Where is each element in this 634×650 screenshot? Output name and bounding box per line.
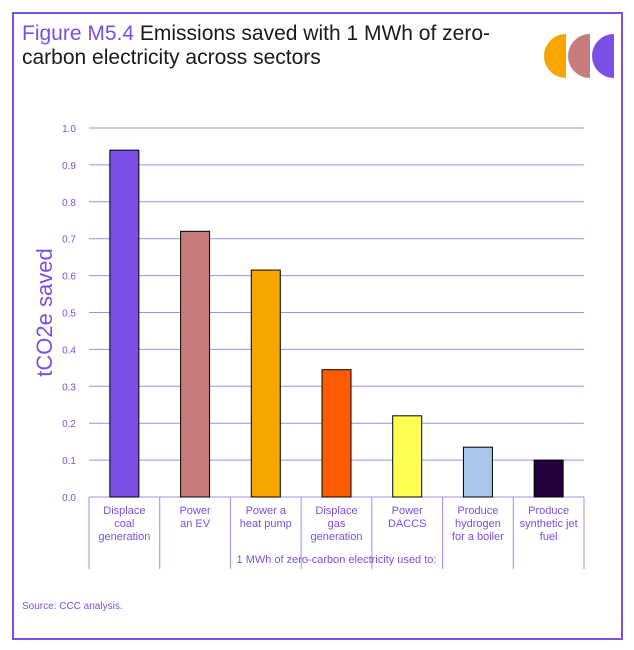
category-label: Produce synthetic jet fuel xyxy=(520,505,578,543)
category-label-line: generation xyxy=(311,531,363,543)
bar xyxy=(180,230,211,498)
bar xyxy=(250,269,281,498)
category-label: Displace coal generation xyxy=(98,505,150,543)
figure-title: Figure M5.4 Emissions saved with 1 MWh o… xyxy=(22,22,522,70)
y-tick-label: 0.9 xyxy=(62,161,76,172)
category-label-line: synthetic jet xyxy=(520,518,578,530)
category-label: Power a heat pump xyxy=(240,505,292,530)
ccc-logo-icon xyxy=(544,34,614,78)
bar xyxy=(392,415,423,498)
bar xyxy=(109,149,140,498)
y-tick-label: 0.1 xyxy=(62,456,76,467)
y-tick-label: 0.5 xyxy=(62,309,76,320)
category-label-line: Produce xyxy=(528,505,569,517)
category-label-line: generation xyxy=(98,531,150,543)
bar xyxy=(321,369,352,498)
figure-frame: Figure M5.4 Emissions saved with 1 MWh o… xyxy=(12,12,623,640)
logo-purple-shape xyxy=(592,34,614,78)
source-note: Source: CCC analysis. xyxy=(22,601,123,612)
logo-orange-shape xyxy=(544,34,566,78)
category-label-line: gas xyxy=(328,518,346,530)
category-label-line: for a boiler xyxy=(452,531,504,543)
category-label-line: coal xyxy=(114,518,134,530)
category-label: Produce hydrogen for a boiler xyxy=(452,505,504,543)
x-axis-title: 1 MWh of zero-carbon electricity used to… xyxy=(237,554,437,566)
y-tick-label: 0.8 xyxy=(62,198,76,209)
y-tick-label: 1.0 xyxy=(62,124,76,135)
category-label: Power DACCS xyxy=(388,505,427,530)
category-label-line: Power a xyxy=(246,505,287,517)
bar-chart: 0.0 0.1 0.2 0.3 0.4 0.5 0.6 0.7 0.8 0.9 1.0 tCO2e s… xyxy=(32,124,585,569)
category-label-line: an EV xyxy=(180,518,211,530)
y-tick-label: 0.0 xyxy=(62,493,76,504)
category-label-line: Power xyxy=(179,505,211,517)
bar xyxy=(462,446,493,498)
category-label-line: heat pump xyxy=(240,518,292,530)
category-label-line: Produce xyxy=(457,505,498,517)
y-tick-label: 0.7 xyxy=(62,235,76,246)
y-tick-label: 0.2 xyxy=(62,419,76,430)
y-tick-label: 0.6 xyxy=(62,272,76,283)
category-label-line: Displace xyxy=(103,505,145,517)
category-label-line: fuel xyxy=(540,531,558,543)
figure-label: Figure M5.4 xyxy=(22,22,135,45)
category-label: Power an EV xyxy=(179,505,211,530)
category-label-line: Displace xyxy=(315,505,357,517)
y-tick-label: 0.3 xyxy=(62,382,76,393)
figure-title-text: Emissions saved with 1 MWh of zero-carbo… xyxy=(22,22,490,69)
logo-rose-shape xyxy=(568,34,590,78)
bar xyxy=(533,459,564,498)
y-tick-label: 0.4 xyxy=(62,345,76,356)
y-axis-title: tCO2e saved xyxy=(32,248,57,376)
category-label-line: DACCS xyxy=(388,518,427,530)
category-label: Displace gas generation xyxy=(311,505,363,543)
category-label-line: hydrogen xyxy=(455,518,501,530)
category-label-line: Power xyxy=(392,505,424,517)
